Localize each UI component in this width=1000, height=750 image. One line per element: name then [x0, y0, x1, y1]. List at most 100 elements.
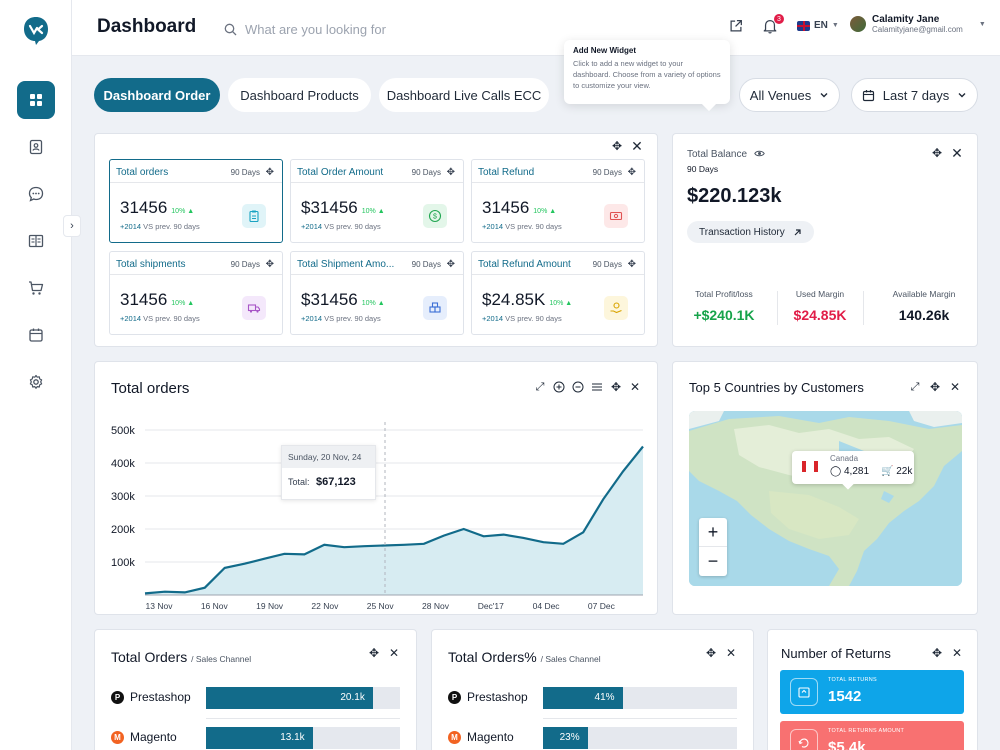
y-tick-label: 300k	[111, 491, 135, 503]
move-icon[interactable]: ✥	[627, 167, 636, 178]
close-icon[interactable]: ✕	[629, 380, 641, 394]
sidebar-item-messages[interactable]	[17, 175, 55, 213]
venue-select[interactable]: All Venues	[739, 78, 840, 112]
zoom-out-icon[interactable]	[572, 381, 584, 393]
orders-area-chart[interactable]: 500k 400k 300k 200k 100k 13 Nov 16 Nov 19 Nov 22…	[95, 362, 657, 614]
channel-label: M Magento	[448, 730, 514, 744]
total-returns-value: 1542	[828, 688, 862, 705]
tooltip-text: Click to add a new widget to your dashbo…	[573, 59, 721, 90]
expand-icon[interactable]: ⤢	[535, 380, 545, 393]
bar-value: 20.1k	[340, 692, 365, 703]
metric-title: Total Shipment Amo...	[297, 259, 395, 270]
tab-dashboard-order[interactable]: Dashboard Order	[94, 78, 220, 112]
sidebar-item-calendar[interactable]	[17, 316, 55, 354]
metric-period: 90 Days	[411, 260, 441, 269]
metric-tile[interactable]: Total Refund 90 Days ✥ 31456 10% ▲ +2014 VS p…	[471, 159, 645, 243]
search-icon	[224, 23, 237, 35]
search-input[interactable]	[245, 21, 505, 37]
sidebar-item-contacts[interactable]	[17, 128, 55, 166]
user-name: Calamity Jane	[872, 14, 940, 25]
world-map[interactable]: Canada ◯ 4,281 🛒 22k + −	[689, 411, 962, 586]
sidebar-item-dashboard[interactable]	[17, 81, 55, 119]
close-icon[interactable]: ✕	[725, 646, 737, 660]
sidebar-item-orders[interactable]	[17, 269, 55, 307]
bar-fill: 20.1k	[206, 687, 373, 709]
move-icon[interactable]: ✥	[265, 259, 274, 270]
metric-period: 90 Days	[230, 260, 260, 269]
used-margin-value: $24.85K	[793, 307, 847, 323]
close-icon[interactable]: ✕	[949, 380, 961, 394]
expand-icon[interactable]: ⤢	[910, 380, 920, 393]
metric-value: $24.85K 10% ▲	[482, 290, 573, 309]
total-returns-amount-label: TOTAL RETURNS AMOUNT	[828, 728, 905, 734]
transaction-history-button[interactable]: Transaction History	[687, 221, 814, 243]
notifications-button[interactable]: 3	[762, 14, 784, 36]
gear-icon	[29, 374, 43, 389]
metric-tile[interactable]: Total Shipment Amo... 90 Days ✥ $31456 10% ▲…	[290, 251, 464, 335]
external-link-button[interactable]	[728, 18, 746, 36]
move-icon[interactable]: ✥	[705, 646, 717, 660]
metric-value: 31456 10% ▲	[120, 198, 195, 217]
metric-title: Total orders	[116, 167, 169, 178]
metric-change: 10% ▲	[171, 300, 195, 307]
metric-change: 10% ▲	[549, 300, 573, 307]
move-icon[interactable]: ✥	[446, 259, 455, 270]
close-icon[interactable]: ✕	[951, 145, 963, 161]
zoom-in-icon[interactable]	[553, 381, 565, 393]
sales-channel-tools: ✥ ✕	[368, 647, 400, 659]
date-range-value: Last 7 days	[882, 87, 950, 103]
cart-icon: 🛒	[881, 466, 894, 477]
zoom-in-button[interactable]: +	[699, 518, 727, 547]
series-line	[144, 445, 644, 595]
menu-icon[interactable]	[591, 381, 603, 393]
total-returns-amount-tile[interactable]: TOTAL RETURNS AMOUNT $5.4k	[780, 721, 964, 750]
user-menu[interactable]: Calamity Jane Calamityjane@gmail.com ▼	[850, 14, 986, 34]
sales-channel-card: Total Orders / Sales Channel ✥ ✕ P Presta…	[94, 629, 417, 750]
map-card-title: Top 5 Countries by Customers	[689, 380, 864, 395]
close-icon[interactable]: ✕	[631, 138, 643, 154]
tab-dashboard-products[interactable]: Dashboard Products	[228, 78, 371, 112]
metric-tile[interactable]: Total Refund Amount 90 Days ✥ $24.85K 10% ▲ +…	[471, 251, 645, 335]
move-icon[interactable]: ✥	[929, 380, 941, 394]
move-icon[interactable]: ✥	[610, 380, 622, 394]
clipboard-icon	[242, 204, 266, 228]
metric-comparison: +2014 VS prev. 90 days	[120, 222, 200, 231]
tab-dashboard-live-calls[interactable]: Dashboard Live Calls ECC	[379, 78, 549, 112]
date-range-select[interactable]: Last 7 days	[851, 78, 978, 112]
metric-title: Total Refund Amount	[478, 259, 571, 270]
metric-tile[interactable]: Total orders 90 Days ✥ 31456 10% ▲ +2014 VS p…	[109, 159, 283, 243]
chart-tooltip-body: Total: $67,123	[282, 468, 375, 496]
metric-period: 90 Days	[411, 168, 441, 177]
metric-tile[interactable]: Total Order Amount 90 Days ✥ $31456 10% ▲ +20…	[290, 159, 464, 243]
language-selector[interactable]: EN ▼	[797, 20, 839, 31]
metric-tile[interactable]: Total shipments 90 Days ✥ 31456 10% ▲ +2014 V…	[109, 251, 283, 335]
metric-change: 10% ▲	[361, 208, 385, 215]
move-icon[interactable]: ✥	[446, 167, 455, 178]
chevron-right-icon: ›	[70, 220, 74, 232]
sidebar-item-reports[interactable]	[17, 222, 55, 260]
metric-value: 31456 10% ▲	[120, 290, 195, 309]
channel-label: P Prestashop	[448, 690, 528, 704]
sidebar-item-settings[interactable]	[17, 363, 55, 401]
chart-tooltip-date: Sunday, 20 Nov, 24	[282, 446, 375, 468]
cart-icon	[29, 281, 44, 295]
sidebar-collapse-button[interactable]: ›	[63, 215, 81, 237]
move-icon[interactable]: ✥	[931, 646, 943, 660]
move-icon[interactable]: ✥	[368, 646, 380, 660]
north-america-map-image	[689, 411, 962, 586]
eye-icon[interactable]	[754, 149, 765, 158]
country-stats: ◯ 4,281 🛒 22k	[830, 466, 912, 477]
total-returns-tile[interactable]: TOTAL RETURNS 1542	[780, 670, 964, 714]
sales-channel-pct-tools: ✥ ✕	[705, 647, 737, 659]
move-icon[interactable]: ✥	[627, 259, 636, 270]
move-icon[interactable]: ✥	[611, 139, 623, 153]
prestashop-icon: P	[111, 690, 124, 704]
move-icon[interactable]: ✥	[931, 146, 943, 160]
zoom-out-button[interactable]: −	[707, 551, 719, 571]
customers-stat: ◯ 4,281	[830, 466, 869, 477]
move-icon[interactable]: ✥	[265, 167, 274, 178]
app-logo[interactable]	[23, 16, 49, 46]
close-icon[interactable]: ✕	[951, 646, 963, 660]
search-bar[interactable]	[224, 18, 524, 40]
close-icon[interactable]: ✕	[388, 646, 400, 660]
